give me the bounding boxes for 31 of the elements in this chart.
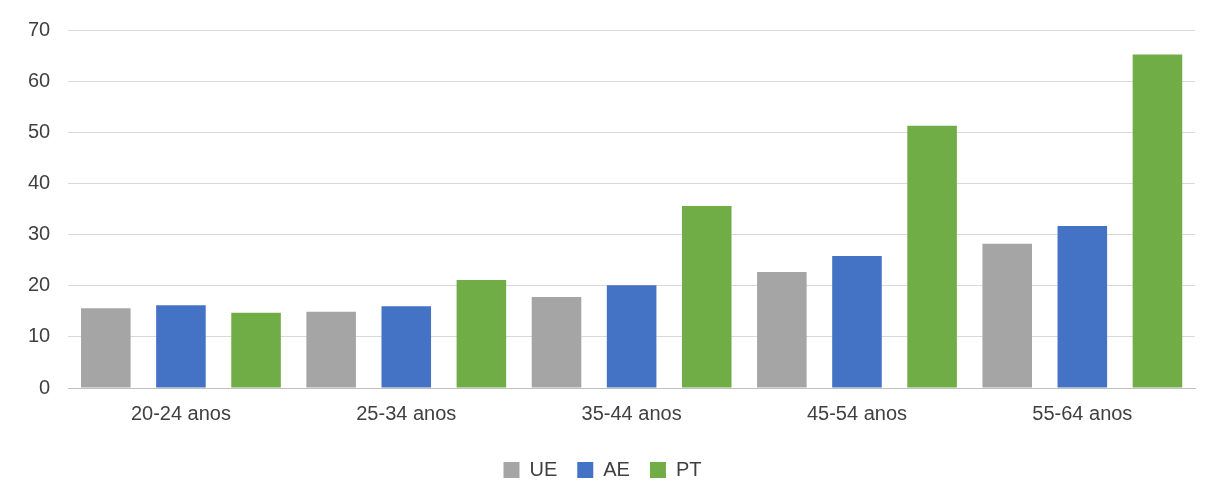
bar [982,243,1032,388]
bar [306,311,356,388]
bar [156,305,206,388]
bar [606,285,657,388]
bar [907,125,957,388]
bar [832,256,882,388]
y-tick-label: 50 [28,119,51,142]
bar [1132,54,1183,388]
y-tick-label: 20 [28,273,51,296]
x-tick-label: 20-24 anos [130,401,231,424]
legend-label: UE [529,457,558,480]
x-tick-label: 45-54 anos [806,401,908,424]
bar [531,296,582,388]
y-tick-label: 40 [28,170,51,193]
y-tick-label: 30 [28,222,51,245]
bar [231,312,281,388]
legend-label: AE [603,457,630,480]
x-tick-label: 35-44 anos [581,401,682,424]
bar [1057,225,1108,388]
bar [681,205,732,388]
bar [757,271,807,388]
y-tick-label: 0 [39,375,51,398]
y-tick-label: 10 [28,324,51,347]
legend-label: PT [675,457,702,480]
x-tick-label: 55-64 anos [1032,401,1133,424]
bar [381,306,432,388]
bar [81,308,131,388]
bar [456,280,507,388]
y-tick-label: 70 [28,17,51,40]
x-tick-label: 25-34 anos [356,401,457,424]
y-tick-label: 60 [28,68,51,91]
